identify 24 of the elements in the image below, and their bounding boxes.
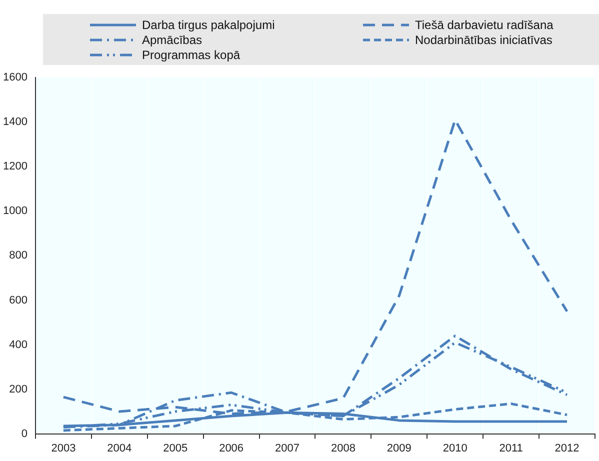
- x-tick-label: 2012: [554, 442, 580, 454]
- y-tick-label: 600: [9, 294, 28, 306]
- y-tick-label: 1200: [2, 160, 28, 173]
- x-tick-label: 2010: [442, 442, 468, 454]
- x-tick-label: 2004: [107, 442, 132, 454]
- y-tick-label: 0: [21, 428, 28, 440]
- x-tick-label: 2005: [163, 442, 188, 454]
- legend-label: Nodarbinātības iniciatīvas: [415, 32, 552, 46]
- x-tick-label: 2011: [499, 442, 523, 454]
- y-tick-label: 1400: [2, 116, 28, 128]
- y-tick-label: 1600: [2, 72, 28, 84]
- x-tick-label: 2003: [51, 442, 76, 454]
- x-tick-label: 2008: [330, 442, 356, 454]
- legend-label: Tiešā darbavietu radīšana: [415, 18, 554, 32]
- x-tick-label: 2009: [386, 442, 412, 454]
- y-tick-label: 200: [9, 383, 28, 396]
- x-tick-label: 2007: [275, 442, 300, 454]
- legend-label: Programmas kopā: [142, 48, 240, 62]
- legend-label: Darba tirgus pakalpojumi: [142, 18, 275, 32]
- y-tick-label: 1000: [2, 205, 28, 218]
- y-tick-label: 800: [9, 250, 28, 262]
- y-tick-label: 400: [9, 338, 28, 351]
- legend-label: Apmācības: [142, 32, 202, 46]
- x-tick-label: 2006: [219, 442, 244, 454]
